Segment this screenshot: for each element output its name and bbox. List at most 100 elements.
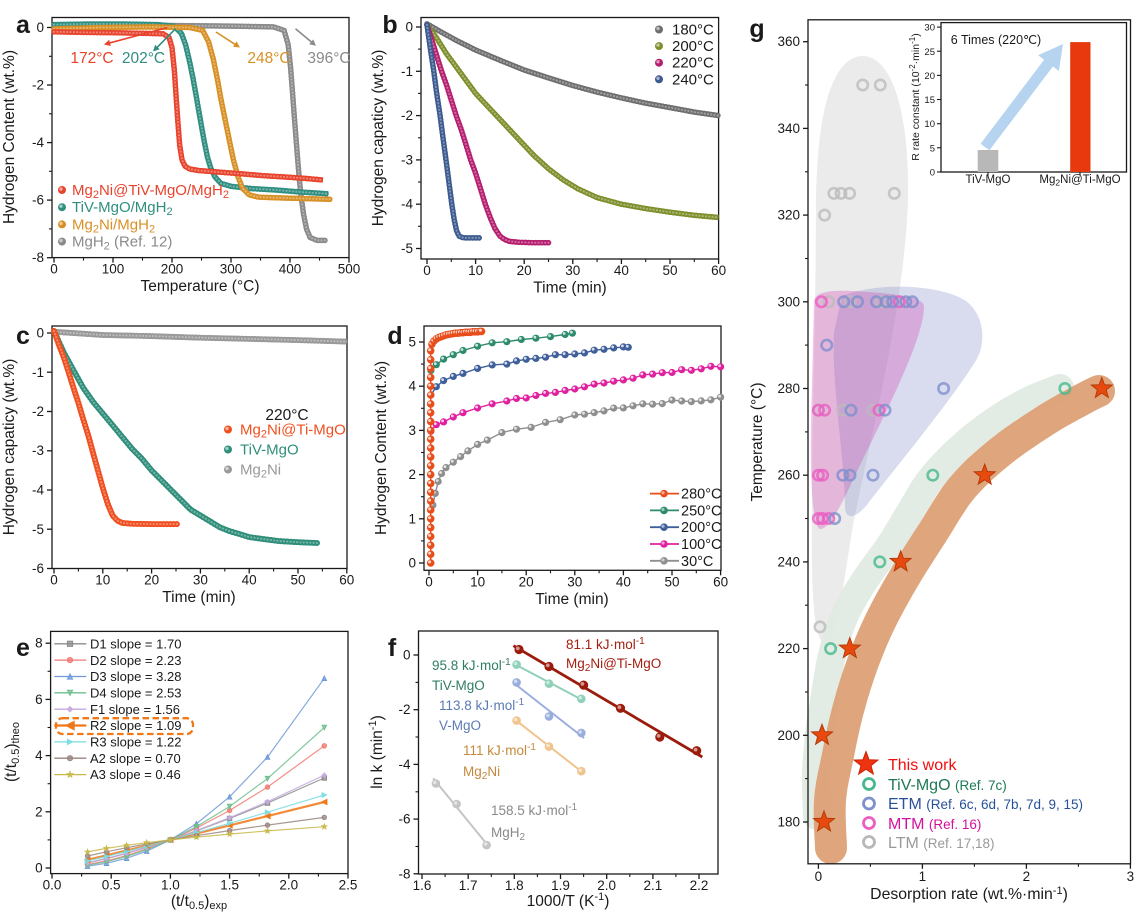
svg-text:1: 1 bbox=[919, 869, 927, 884]
svg-text:Mg2Ni@TiV-MgO/MgH2: Mg2Ni@TiV-MgO/MgH2 bbox=[72, 182, 229, 201]
svg-text:202°C: 202°C bbox=[122, 50, 165, 67]
svg-text:2.5: 2.5 bbox=[339, 878, 358, 893]
svg-text:111 kJ·mol-1: 111 kJ·mol-1 bbox=[463, 742, 536, 758]
svg-text:A2 slope = 0.70: A2 slope = 0.70 bbox=[90, 751, 181, 766]
svg-text:30: 30 bbox=[565, 263, 580, 278]
svg-text:1: 1 bbox=[408, 511, 416, 526]
svg-text:280: 280 bbox=[777, 381, 800, 396]
svg-text:Desorption rate (wt.%·min-1): Desorption rate (wt.%·min-1) bbox=[870, 885, 1068, 903]
svg-text:400: 400 bbox=[279, 262, 302, 277]
svg-text:This work: This work bbox=[888, 757, 957, 774]
svg-text:Temperature (°C): Temperature (°C) bbox=[140, 278, 259, 295]
svg-text:0: 0 bbox=[36, 326, 44, 341]
svg-text:248°C: 248°C bbox=[247, 50, 290, 67]
svg-text:-4: -4 bbox=[32, 135, 44, 150]
svg-text:10: 10 bbox=[470, 574, 485, 589]
svg-text:200: 200 bbox=[777, 728, 800, 743]
svg-text:d: d bbox=[387, 322, 402, 350]
svg-text:220°C: 220°C bbox=[672, 55, 714, 72]
svg-text:0: 0 bbox=[50, 573, 58, 588]
svg-text:ETM (Ref. 6c, 6d, 7b, 7d, 9,: ETM (Ref. 6c, 6d, 7b, 7d, 9, 15) bbox=[888, 796, 1083, 813]
svg-text:e: e bbox=[16, 634, 30, 662]
svg-text:1000/T (K-1): 1000/T (K-1) bbox=[527, 891, 610, 910]
svg-text:0: 0 bbox=[423, 263, 431, 278]
svg-text:TiV-MgO: TiV-MgO bbox=[432, 678, 485, 693]
svg-text:-8: -8 bbox=[398, 866, 410, 881]
svg-text:R2 slope = 1.09: R2 slope = 1.09 bbox=[90, 718, 181, 733]
svg-text:1.7: 1.7 bbox=[459, 878, 478, 893]
svg-text:Time (min): Time (min) bbox=[535, 591, 608, 608]
svg-text:R rate constant (10-2·min-1): R rate constant (10-2·min-1) bbox=[908, 33, 922, 160]
svg-text:500: 500 bbox=[338, 262, 361, 277]
svg-text:0: 0 bbox=[408, 556, 416, 571]
svg-text:0: 0 bbox=[36, 20, 44, 35]
svg-text:172°C: 172°C bbox=[70, 50, 113, 67]
svg-text:200: 200 bbox=[161, 262, 184, 277]
svg-text:5: 5 bbox=[930, 143, 935, 154]
svg-text:4: 4 bbox=[408, 379, 416, 394]
svg-text:TiV-MgO: TiV-MgO bbox=[240, 442, 299, 459]
svg-text:Mg2Ni: Mg2Ni bbox=[463, 764, 500, 782]
svg-text:20: 20 bbox=[924, 71, 935, 82]
svg-text:95.8 kJ·mol-1: 95.8 kJ·mol-1 bbox=[432, 657, 511, 673]
svg-text:D4 slope = 2.53: D4 slope = 2.53 bbox=[90, 685, 181, 700]
svg-text:5: 5 bbox=[408, 335, 416, 350]
svg-text:40: 40 bbox=[242, 573, 257, 588]
svg-text:10: 10 bbox=[468, 263, 483, 278]
svg-text:180°C: 180°C bbox=[672, 22, 714, 39]
svg-text:2: 2 bbox=[408, 467, 416, 482]
svg-text:R3 slope = 1.22: R3 slope = 1.22 bbox=[90, 735, 181, 750]
svg-text:360: 360 bbox=[777, 34, 800, 49]
svg-text:50: 50 bbox=[664, 574, 679, 589]
svg-text:ln k (min-1): ln k (min-1) bbox=[367, 715, 386, 789]
svg-text:6 Times (220℃): 6 Times (220℃) bbox=[951, 33, 1041, 47]
svg-text:0: 0 bbox=[815, 869, 823, 884]
svg-text:0: 0 bbox=[930, 168, 935, 179]
svg-text:c: c bbox=[16, 322, 30, 350]
svg-text:6: 6 bbox=[35, 692, 43, 707]
svg-text:0.0: 0.0 bbox=[43, 878, 62, 893]
svg-text:2.2: 2.2 bbox=[690, 878, 709, 893]
svg-text:b: b bbox=[382, 11, 397, 39]
svg-text:-3: -3 bbox=[401, 152, 413, 167]
svg-text:D1 slope = 1.70: D1 slope = 1.70 bbox=[90, 636, 181, 651]
svg-text:2: 2 bbox=[1023, 869, 1031, 884]
svg-text:f: f bbox=[388, 634, 397, 662]
svg-text:D3 slope = 3.28: D3 slope = 3.28 bbox=[90, 669, 181, 684]
svg-text:30: 30 bbox=[567, 574, 582, 589]
svg-text:180: 180 bbox=[777, 815, 800, 830]
svg-text:-2: -2 bbox=[32, 404, 44, 419]
svg-text:113.8 kJ·mol-1: 113.8 kJ·mol-1 bbox=[439, 697, 525, 713]
svg-text:TiV-MgO (Ref. 7c): TiV-MgO (Ref. 7c) bbox=[888, 777, 1007, 794]
svg-text:V-MgO: V-MgO bbox=[439, 718, 481, 733]
svg-text:8: 8 bbox=[35, 636, 43, 651]
svg-text:Hydrogen capaticy (wt.%): Hydrogen capaticy (wt.%) bbox=[370, 50, 387, 227]
svg-text:2.0: 2.0 bbox=[279, 878, 298, 893]
svg-text:15: 15 bbox=[924, 95, 935, 106]
svg-text:2.1: 2.1 bbox=[644, 878, 663, 893]
svg-text:50: 50 bbox=[290, 573, 305, 588]
svg-text:2.0: 2.0 bbox=[597, 878, 616, 893]
svg-text:3: 3 bbox=[1127, 869, 1135, 884]
svg-text:F1 slope = 1.56: F1 slope = 1.56 bbox=[90, 702, 180, 717]
svg-text:40: 40 bbox=[616, 574, 631, 589]
svg-text:25: 25 bbox=[924, 47, 935, 58]
svg-text:Mg2Ni@Ti-MgO: Mg2Ni@Ti-MgO bbox=[1039, 174, 1120, 188]
svg-text:260: 260 bbox=[777, 468, 800, 483]
svg-text:-4: -4 bbox=[398, 757, 410, 772]
svg-text:30: 30 bbox=[193, 573, 208, 588]
svg-text:30: 30 bbox=[924, 23, 935, 34]
svg-text:20: 20 bbox=[517, 263, 532, 278]
svg-text:81.1 kJ·mol-1: 81.1 kJ·mol-1 bbox=[566, 636, 645, 652]
svg-text:220: 220 bbox=[777, 641, 800, 656]
svg-text:200°C: 200°C bbox=[681, 520, 721, 536]
svg-text:10: 10 bbox=[924, 119, 935, 130]
svg-text:MTM (Ref. 16): MTM (Ref. 16) bbox=[888, 816, 981, 833]
svg-text:0: 0 bbox=[405, 20, 413, 35]
svg-text:396°C: 396°C bbox=[307, 50, 350, 67]
svg-text:250°C: 250°C bbox=[681, 503, 721, 519]
svg-text:2: 2 bbox=[35, 804, 43, 819]
svg-text:Mg2Ni: Mg2Ni bbox=[240, 462, 281, 481]
svg-text:LTM (Ref. 17,18): LTM (Ref. 17,18) bbox=[888, 835, 995, 852]
svg-text:60: 60 bbox=[711, 263, 726, 278]
